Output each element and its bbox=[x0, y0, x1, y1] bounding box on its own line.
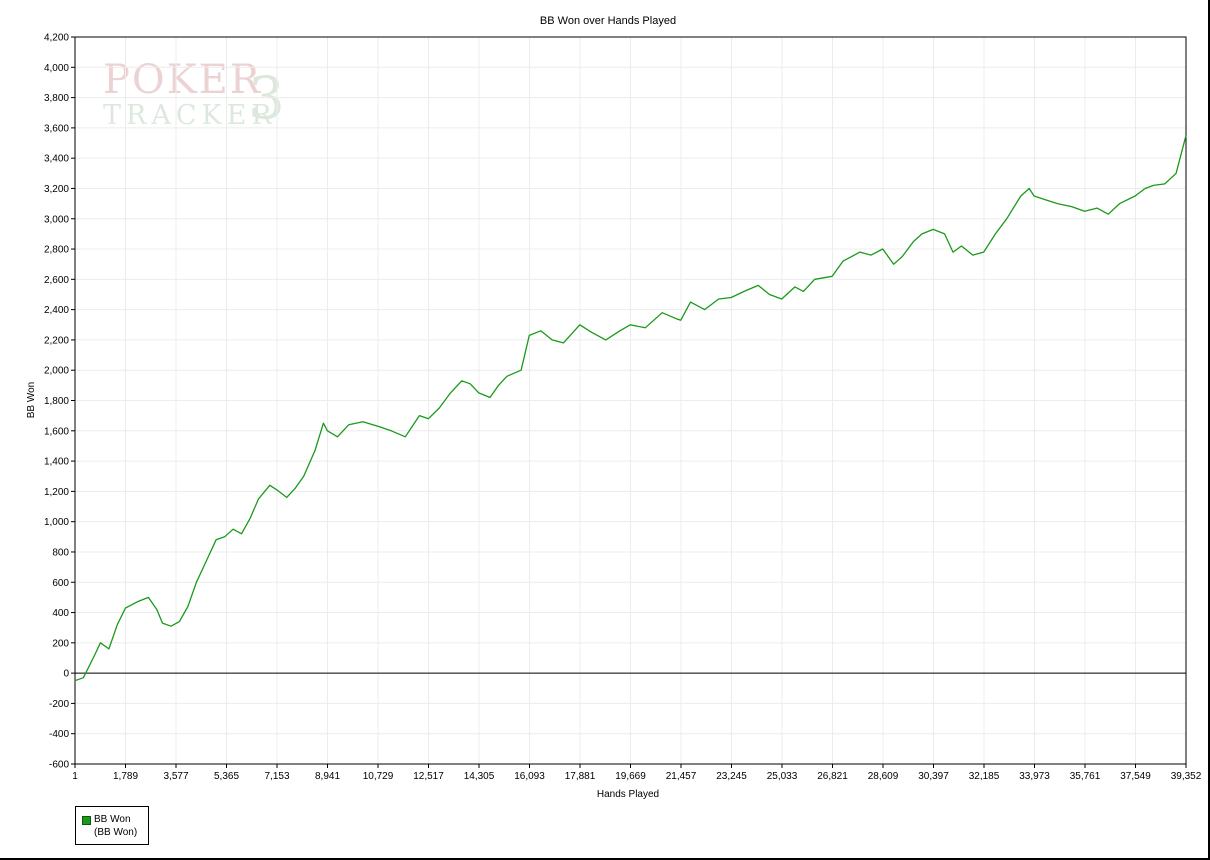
x-tick-label: 17,881 bbox=[565, 771, 596, 782]
watermark-logo: POKER TRACKER 3 bbox=[103, 57, 285, 132]
y-tick-label: 3,600 bbox=[44, 123, 69, 134]
y-tick-label: 4,000 bbox=[44, 63, 69, 74]
x-tick-label: 3,577 bbox=[163, 771, 188, 782]
x-tick-label: 12,517 bbox=[413, 771, 444, 782]
y-tick-label: 2,400 bbox=[44, 305, 69, 316]
x-tick-label: 35,761 bbox=[1070, 771, 1101, 782]
x-tick-label: 28,609 bbox=[868, 771, 899, 782]
y-tick-label: 1,800 bbox=[44, 396, 69, 407]
x-tick-label: 37,549 bbox=[1120, 771, 1151, 782]
x-tick-label: 14,305 bbox=[464, 771, 495, 782]
chart-title: BB Won over Hands Played bbox=[540, 15, 676, 27]
y-tick-label: 2,800 bbox=[44, 245, 69, 256]
y-tick-label: -600 bbox=[49, 760, 69, 771]
y-axis-label: BB Won bbox=[26, 382, 37, 419]
series-line-bb-won bbox=[74, 135, 1187, 682]
y-tick-label: 1,600 bbox=[44, 426, 69, 437]
y-tick-label: 400 bbox=[52, 608, 69, 619]
x-tick-label: 33,973 bbox=[1019, 771, 1050, 782]
y-tick-label: 1,400 bbox=[44, 457, 69, 468]
x-tick-label: 39,352 bbox=[1171, 771, 1202, 782]
watermark-line1: POKER bbox=[103, 57, 262, 103]
x-axis-ticks: 1 1,789 3,577 5,365 7,153 8,941 10,729 12,517 14… bbox=[72, 764, 1202, 782]
x-tick-label: 1,789 bbox=[113, 771, 138, 782]
legend-swatch bbox=[82, 816, 91, 825]
y-tick-label: 1,200 bbox=[44, 487, 69, 498]
x-tick-label: 21,457 bbox=[666, 771, 697, 782]
y-tick-label: 3,400 bbox=[44, 154, 69, 165]
legend-series-sub: (BB Won) bbox=[94, 827, 138, 838]
legend: BB Won (BB Won) bbox=[75, 806, 149, 845]
x-tick-label: 8,941 bbox=[315, 771, 340, 782]
x-tick-label: 26,821 bbox=[817, 771, 848, 782]
y-tick-label: 3,800 bbox=[44, 93, 69, 104]
x-tick-label: 30,397 bbox=[918, 771, 949, 782]
legend-series-name: BB Won bbox=[94, 814, 131, 825]
y-tick-label: 2,200 bbox=[44, 335, 69, 346]
y-tick-label: 800 bbox=[52, 547, 69, 558]
watermark-line2: TRACKER bbox=[103, 100, 277, 131]
y-tick-label: 1,000 bbox=[44, 517, 69, 528]
y-tick-label: 4,200 bbox=[44, 33, 69, 44]
x-tick-label: 23,245 bbox=[716, 771, 747, 782]
x-tick-label: 16,093 bbox=[514, 771, 545, 782]
y-tick-label: -200 bbox=[49, 699, 69, 710]
x-tick-label: 10,729 bbox=[363, 771, 394, 782]
y-axis-ticks: 4,200 4,000 3,800 3,600 3,400 3,200 3,000 2,800… bbox=[44, 33, 75, 771]
x-tick-label: 1 bbox=[72, 771, 78, 782]
x-tick-label: 32,185 bbox=[969, 771, 1000, 782]
series-layer bbox=[74, 135, 1187, 682]
y-tick-label: 2,600 bbox=[44, 275, 69, 286]
x-tick-label: 7,153 bbox=[264, 771, 289, 782]
x-tick-label: 19,669 bbox=[615, 771, 646, 782]
y-tick-label: 2,000 bbox=[44, 366, 69, 377]
y-tick-label: 200 bbox=[52, 638, 69, 649]
grid bbox=[74, 36, 1187, 765]
x-tick-label: 25,033 bbox=[767, 771, 798, 782]
y-tick-label: 3,000 bbox=[44, 214, 69, 225]
y-tick-label: -400 bbox=[49, 729, 69, 740]
x-axis-label: Hands Played bbox=[597, 789, 659, 800]
y-tick-label: 0 bbox=[63, 669, 69, 680]
x-tick-label: 5,365 bbox=[214, 771, 239, 782]
y-tick-label: 3,200 bbox=[44, 184, 69, 195]
y-tick-label: 600 bbox=[52, 578, 69, 589]
